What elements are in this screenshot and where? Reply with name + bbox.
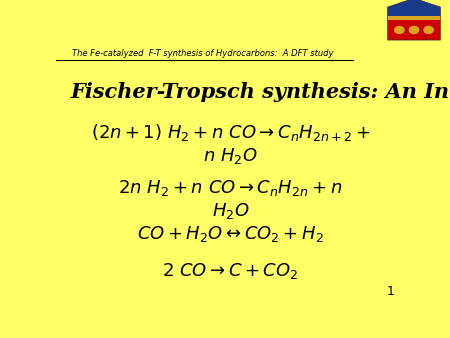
- Text: $2\ CO \rightarrow C + CO_2$: $2\ CO \rightarrow C + CO_2$: [162, 261, 299, 281]
- Polygon shape: [388, 0, 440, 40]
- Polygon shape: [388, 0, 440, 17]
- Circle shape: [410, 26, 418, 33]
- Text: Fischer-Tropsch synthesis: An Introduction: Fischer-Tropsch synthesis: An Introducti…: [70, 82, 450, 102]
- Text: $2n\ H_2 + n\ CO \rightarrow C_nH_{2n} + n$: $2n\ H_2 + n\ CO \rightarrow C_nH_{2n} +…: [118, 177, 343, 198]
- Bar: [388, 16, 440, 20]
- Text: 1: 1: [387, 285, 395, 298]
- Text: The Fe-catalyzed  F-T synthesis of Hydrocarbons:  A DFT study: The Fe-catalyzed F-T synthesis of Hydroc…: [72, 49, 333, 58]
- Text: $(2n+1)\ H_2 + n\ CO \rightarrow C_nH_{2n+2} +$: $(2n+1)\ H_2 + n\ CO \rightarrow C_nH_{2…: [91, 122, 370, 143]
- Circle shape: [395, 26, 404, 33]
- Text: $CO + H_2O \leftrightarrow CO_2 + H_2$: $CO + H_2O \leftrightarrow CO_2 + H_2$: [137, 224, 324, 244]
- Circle shape: [424, 26, 433, 33]
- Text: $H_2O$: $H_2O$: [212, 201, 249, 221]
- Text: $n\ H_2O$: $n\ H_2O$: [203, 146, 258, 166]
